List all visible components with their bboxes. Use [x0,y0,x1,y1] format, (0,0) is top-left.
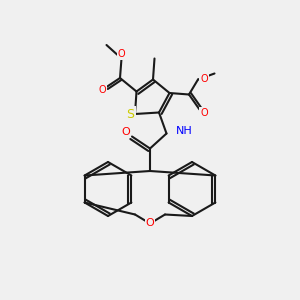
Text: O: O [118,49,125,59]
Text: S: S [127,107,134,121]
Text: O: O [98,85,106,95]
Text: O: O [122,127,130,137]
Text: O: O [200,74,208,85]
Text: NH: NH [176,125,192,136]
Text: O: O [146,218,154,229]
Text: O: O [200,107,208,118]
